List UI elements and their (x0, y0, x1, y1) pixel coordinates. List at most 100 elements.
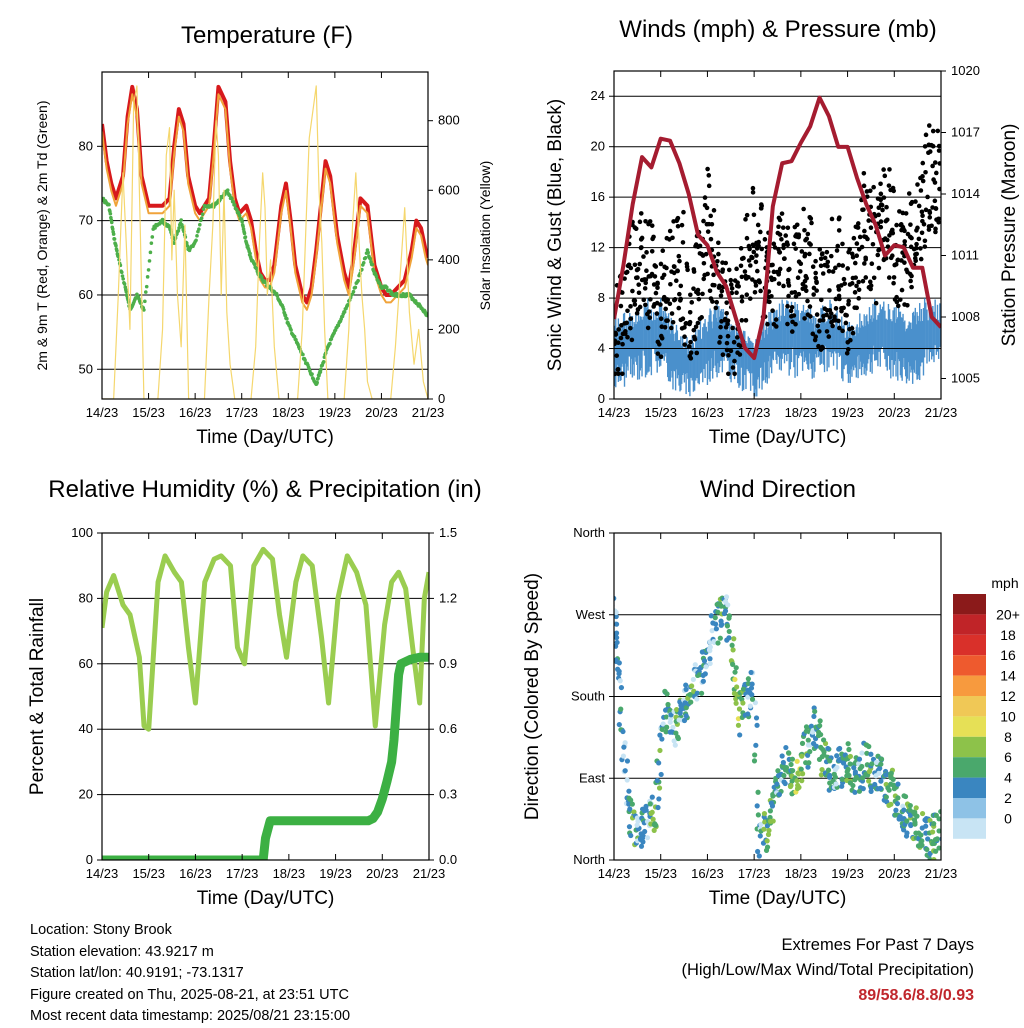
direction-point (781, 779, 787, 785)
gust-point (886, 275, 892, 280)
gust-point (643, 280, 648, 286)
gust-point (882, 173, 888, 179)
gust-point (923, 207, 929, 213)
gust-point (801, 206, 806, 212)
gust-point (636, 290, 642, 296)
winds-chart: Winds (mph) & Pressure (mb) 14/23 15/23 16/… (545, 16, 1020, 448)
gust-point (677, 258, 682, 264)
gust-point (861, 170, 867, 176)
extremes-values: 89/58.6/8.8/0.93 (858, 987, 974, 1004)
dewpoint-point (142, 308, 146, 312)
gust-point (875, 252, 881, 258)
gust-point (715, 258, 720, 264)
gust-point (773, 317, 779, 322)
dewpoint-point (281, 307, 286, 312)
gust-point (863, 275, 869, 280)
gust-point (726, 267, 732, 273)
gust-point (643, 218, 648, 224)
gust-point (818, 256, 824, 262)
y2-tick-label: 800 (438, 113, 460, 128)
humidity-ylabel: Percent & Total Rainfall (27, 598, 48, 795)
gust-point (673, 278, 679, 283)
gust-point (615, 367, 621, 372)
gust-point (682, 342, 687, 347)
y2-tick-label: 0.9 (439, 656, 457, 671)
gust-point (885, 237, 890, 243)
direction-point (834, 753, 840, 759)
gust-point (824, 249, 830, 255)
colorbar-label: 4 (1004, 770, 1012, 786)
direction-point (659, 736, 665, 742)
gust-point (705, 166, 710, 172)
gust-point (893, 262, 899, 267)
direction-point (893, 807, 899, 813)
gust-point (784, 240, 790, 245)
gust-point (909, 273, 914, 279)
gust-point (841, 305, 846, 311)
direction-point (925, 836, 931, 842)
gust-point (670, 235, 675, 241)
gust-point (805, 298, 810, 304)
direction-point (756, 853, 762, 859)
y2-tick-label: 1.2 (439, 590, 457, 605)
gust-point (922, 144, 928, 149)
y-tick-label: 4 (598, 341, 605, 356)
direction-point (869, 761, 875, 767)
gust-point (669, 311, 675, 316)
gust-point (735, 335, 740, 340)
y-tick-label: East (579, 770, 605, 785)
gust-point (747, 296, 753, 301)
gust-point (776, 281, 782, 286)
direction-point (876, 770, 882, 776)
gust-point (767, 299, 772, 305)
gust-point (870, 241, 876, 247)
precip-series (102, 652, 429, 860)
direction-point (733, 665, 739, 671)
gust-point (618, 335, 624, 341)
y-tick-label: 20 (79, 787, 93, 802)
gust-point (873, 300, 879, 306)
direction-point (769, 803, 776, 809)
y-tick-label: North (573, 852, 605, 867)
direction-point (754, 722, 760, 728)
recent-text: Most recent data timestamp: 2025/08/21 2… (30, 1008, 351, 1024)
direction-point (907, 802, 913, 809)
direction-point (670, 724, 676, 730)
gust-point (717, 283, 722, 289)
gust-point (920, 160, 926, 166)
direction-point (936, 828, 941, 834)
direction-point (818, 772, 824, 778)
gust-point (716, 251, 721, 257)
direction-point (873, 759, 880, 765)
gust-point (739, 318, 745, 323)
dewpoint-point (230, 196, 234, 201)
direction-point (803, 724, 810, 730)
direction-point (806, 760, 812, 766)
gust-point (803, 273, 809, 279)
gust-point (936, 219, 941, 225)
gust-point (930, 128, 936, 134)
y-tick-label: 50 (79, 361, 93, 376)
y2-tick-label: 1008 (951, 309, 980, 324)
x-tick-label: 15/23 (132, 405, 165, 420)
direction-point (826, 774, 833, 780)
direction-point (912, 821, 918, 827)
gust-point (719, 288, 725, 294)
location-text: Location: Stony Brook (30, 922, 172, 938)
direction-point (733, 700, 739, 706)
y2-tick-label: 1017 (951, 125, 980, 140)
winds-title: Winds (mph) & Pressure (mb) (619, 16, 936, 43)
gust-point (880, 207, 885, 213)
x-tick-label: 21/23 (925, 405, 958, 420)
gust-point (649, 248, 655, 254)
x-tick-label: 15/23 (644, 866, 677, 881)
gust-point (906, 191, 912, 196)
direction-point (908, 822, 914, 829)
direction-point (730, 661, 736, 667)
gust-point (726, 352, 731, 358)
gust-point (732, 358, 737, 364)
gust-point (680, 240, 686, 245)
x-tick-label: 16/23 (179, 866, 212, 881)
dewpoint-point (310, 372, 314, 376)
gust-point (641, 297, 647, 303)
